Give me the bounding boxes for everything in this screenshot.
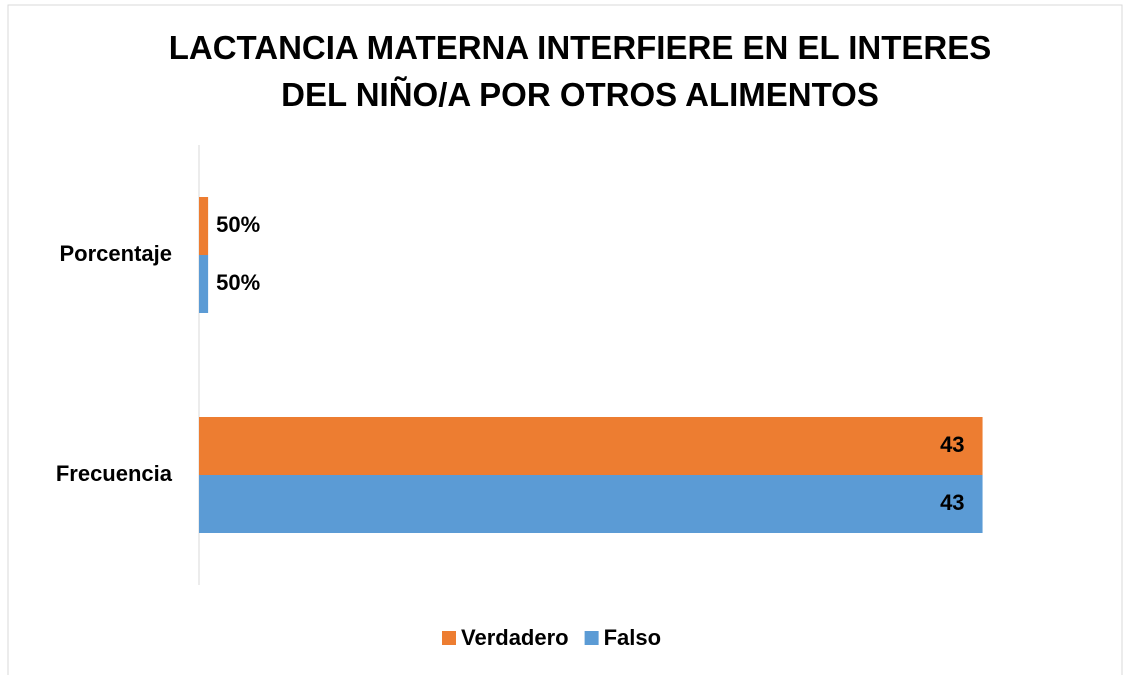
legend-swatch <box>442 631 456 645</box>
bar <box>199 475 983 533</box>
legend-label: Verdadero <box>461 625 569 650</box>
bar <box>199 197 209 255</box>
data-label: 50% <box>216 270 260 295</box>
data-label: 43 <box>940 490 964 515</box>
data-label: 43 <box>940 432 964 457</box>
y-tick-label: Porcentaje <box>60 241 173 266</box>
bar <box>199 255 209 313</box>
y-tick-label: Frecuencia <box>56 461 173 486</box>
bar <box>199 417 983 475</box>
legend-label: Falso <box>604 625 661 650</box>
chart-frame <box>7 4 1123 675</box>
chart-title: LACTANCIA MATERNA INTERFIERE EN EL INTER… <box>168 29 992 113</box>
legend-swatch <box>584 631 599 645</box>
data-label: 50% <box>216 212 260 237</box>
